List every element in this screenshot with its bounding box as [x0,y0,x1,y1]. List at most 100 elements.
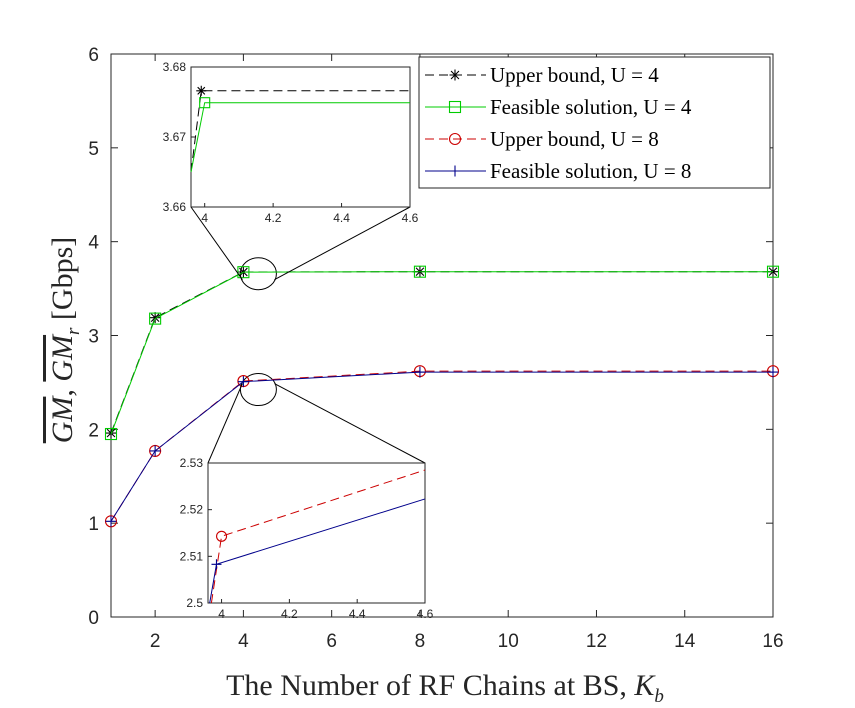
x-axis-label-text: The Number of RF Chains at BS, [226,669,634,702]
inset-series-line-2 [210,469,426,604]
inset-x-tick-label: 4.6 [402,211,419,225]
legend-label: Feasible solution, U = 4 [490,95,692,119]
data-point-s1-2 [237,266,250,279]
y-tick-label: 6 [88,45,99,66]
y-axis-label: GM, GMr [Gbps] [46,237,84,444]
zoom-connector [190,206,243,280]
data-point-s1-4-shape [766,265,780,278]
data-point-s1-3 [413,265,426,278]
data-point-s3-2-shape [237,376,249,388]
legend: Upper bound, U = 4 Feasible solution, U =… [418,56,771,189]
x-tick-label: 6 [326,631,337,652]
legend-label: Upper bound, U = 8 [490,127,659,151]
inset-x-tick-label: 4.4 [333,211,350,225]
inset-data-point-s1-shape [199,97,211,109]
inset-data-point-s3-shape [211,559,222,570]
y-axis-label-unit: [Gbps] [46,237,79,328]
x-tick-label: 4 [238,631,249,652]
legend-entry: Feasible solution, U = 8 [425,159,691,183]
y-axis-label-gm-r: GM [46,333,79,382]
legend-marker-shape [448,100,462,114]
inset-x-tick-label: 4 [218,607,225,621]
legend-entry: Feasible solution, U = 4 [425,95,692,119]
inset-y-tick-label: 2.52 [180,503,204,517]
legend-label: Feasible solution, U = 8 [490,159,691,183]
y-tick-label: 3 [88,327,99,348]
legend-entry: Upper bound, U = 4 [425,63,659,87]
inset-series-line-1 [190,102,410,173]
data-point-s0-1 [149,312,161,324]
inset-data-point-s3 [211,559,222,570]
zoom-connector [207,383,243,464]
zoom-connector [274,206,411,281]
y-axis-label-group: GM, GMr [Gbps] [46,237,84,444]
legend-entry: Upper bound, U = 8 [425,127,659,151]
legend-marker [448,132,462,146]
inset-plots: 4 4.2 4.4 4.6 3.66 3.67 3.68 4 4.2 4.4 4.6 2.5 2.51 2… [163,60,434,621]
data-point-s1-1-shape [149,312,162,325]
inset-data-point-s0 [196,85,207,96]
legend-marker-shape [449,165,461,177]
y-axis-label-gm: GM [46,395,79,444]
data-point-s3-0 [105,515,117,527]
legend-marker [448,100,462,114]
x-tick-label: 12 [586,631,607,652]
inset-x-tick-label: 4.4 [349,607,366,621]
inset-data-point-s0-shape [196,85,207,96]
legend-marker [449,69,461,81]
x-axis-label-subscript: b [654,686,664,707]
y-tick-label: 5 [88,139,99,160]
y-tick-label: 2 [88,420,99,441]
data-point-s3-3-shape [414,366,426,378]
x-axis-label-variable: K [633,669,656,702]
y-tick-label: 0 [88,608,99,629]
x-tick-label: 14 [674,631,696,652]
data-point-s1-0-shape [104,427,118,441]
inset-y-tick-label: 2.5 [186,596,203,610]
data-point-s1-1 [149,312,162,325]
inset-y-tick-label: 3.67 [163,130,187,144]
y-axis-label-comma: , [46,382,79,397]
data-point-s1-3-shape [413,265,426,278]
data-point-s1-0 [104,427,118,441]
y-axis-label-subscript: r [63,327,84,335]
x-tick-label: 8 [415,631,426,652]
inset-y-tick-label: 2.51 [180,549,204,563]
inset-y-tick-label: 3.68 [163,60,187,74]
inset-y-tick-label: 3.66 [163,200,187,214]
inset-lower: 4 4.2 4.4 4.6 2.5 2.51 2.52 2.53 [180,383,434,621]
legend-marker-shape [449,69,461,81]
zoom-ellipse-lower [239,373,277,407]
data-point-s1-4 [766,265,780,278]
y-tick-label: 4 [88,233,99,254]
data-point-s3-0-shape [105,515,117,527]
x-tick-label: 2 [150,631,161,652]
data-point-s3-4 [767,366,779,378]
legend-label: Upper bound, U = 4 [490,63,659,87]
x-axis-label: The Number of RF Chains at BS, Kb [226,669,664,707]
legend-marker [449,165,461,177]
data-point-s0-1-shape [149,312,161,324]
legend-marker-shape [448,132,462,146]
data-point-s3-2 [237,376,249,388]
data-point-s3-3 [414,366,426,378]
zoom-connector [274,383,426,464]
inset-upper: 4 4.2 4.4 4.6 3.66 3.67 3.68 [163,60,419,281]
series-line-2 [110,370,773,522]
data-point-s1-2-shape [237,266,250,279]
inset-x-tick-label: 4.2 [281,607,298,621]
inset-axes-box [190,66,411,208]
inset-data-point-s2 [216,530,228,542]
series-line-1 [110,271,773,435]
x-tick-label: 10 [498,631,519,652]
inset-x-tick-label: 4.6 [417,607,434,621]
legend-box [418,56,771,189]
inset-y-tick-label: 2.53 [180,456,204,470]
y-tick-label: 1 [88,514,99,535]
inset-x-tick-label: 4.2 [265,211,282,225]
data-point-s3-1-shape [149,445,161,457]
inset-data-point-s1 [199,97,211,109]
inset-x-tick-label: 4 [201,211,208,225]
inset-data-point-s2-shape [216,530,228,542]
